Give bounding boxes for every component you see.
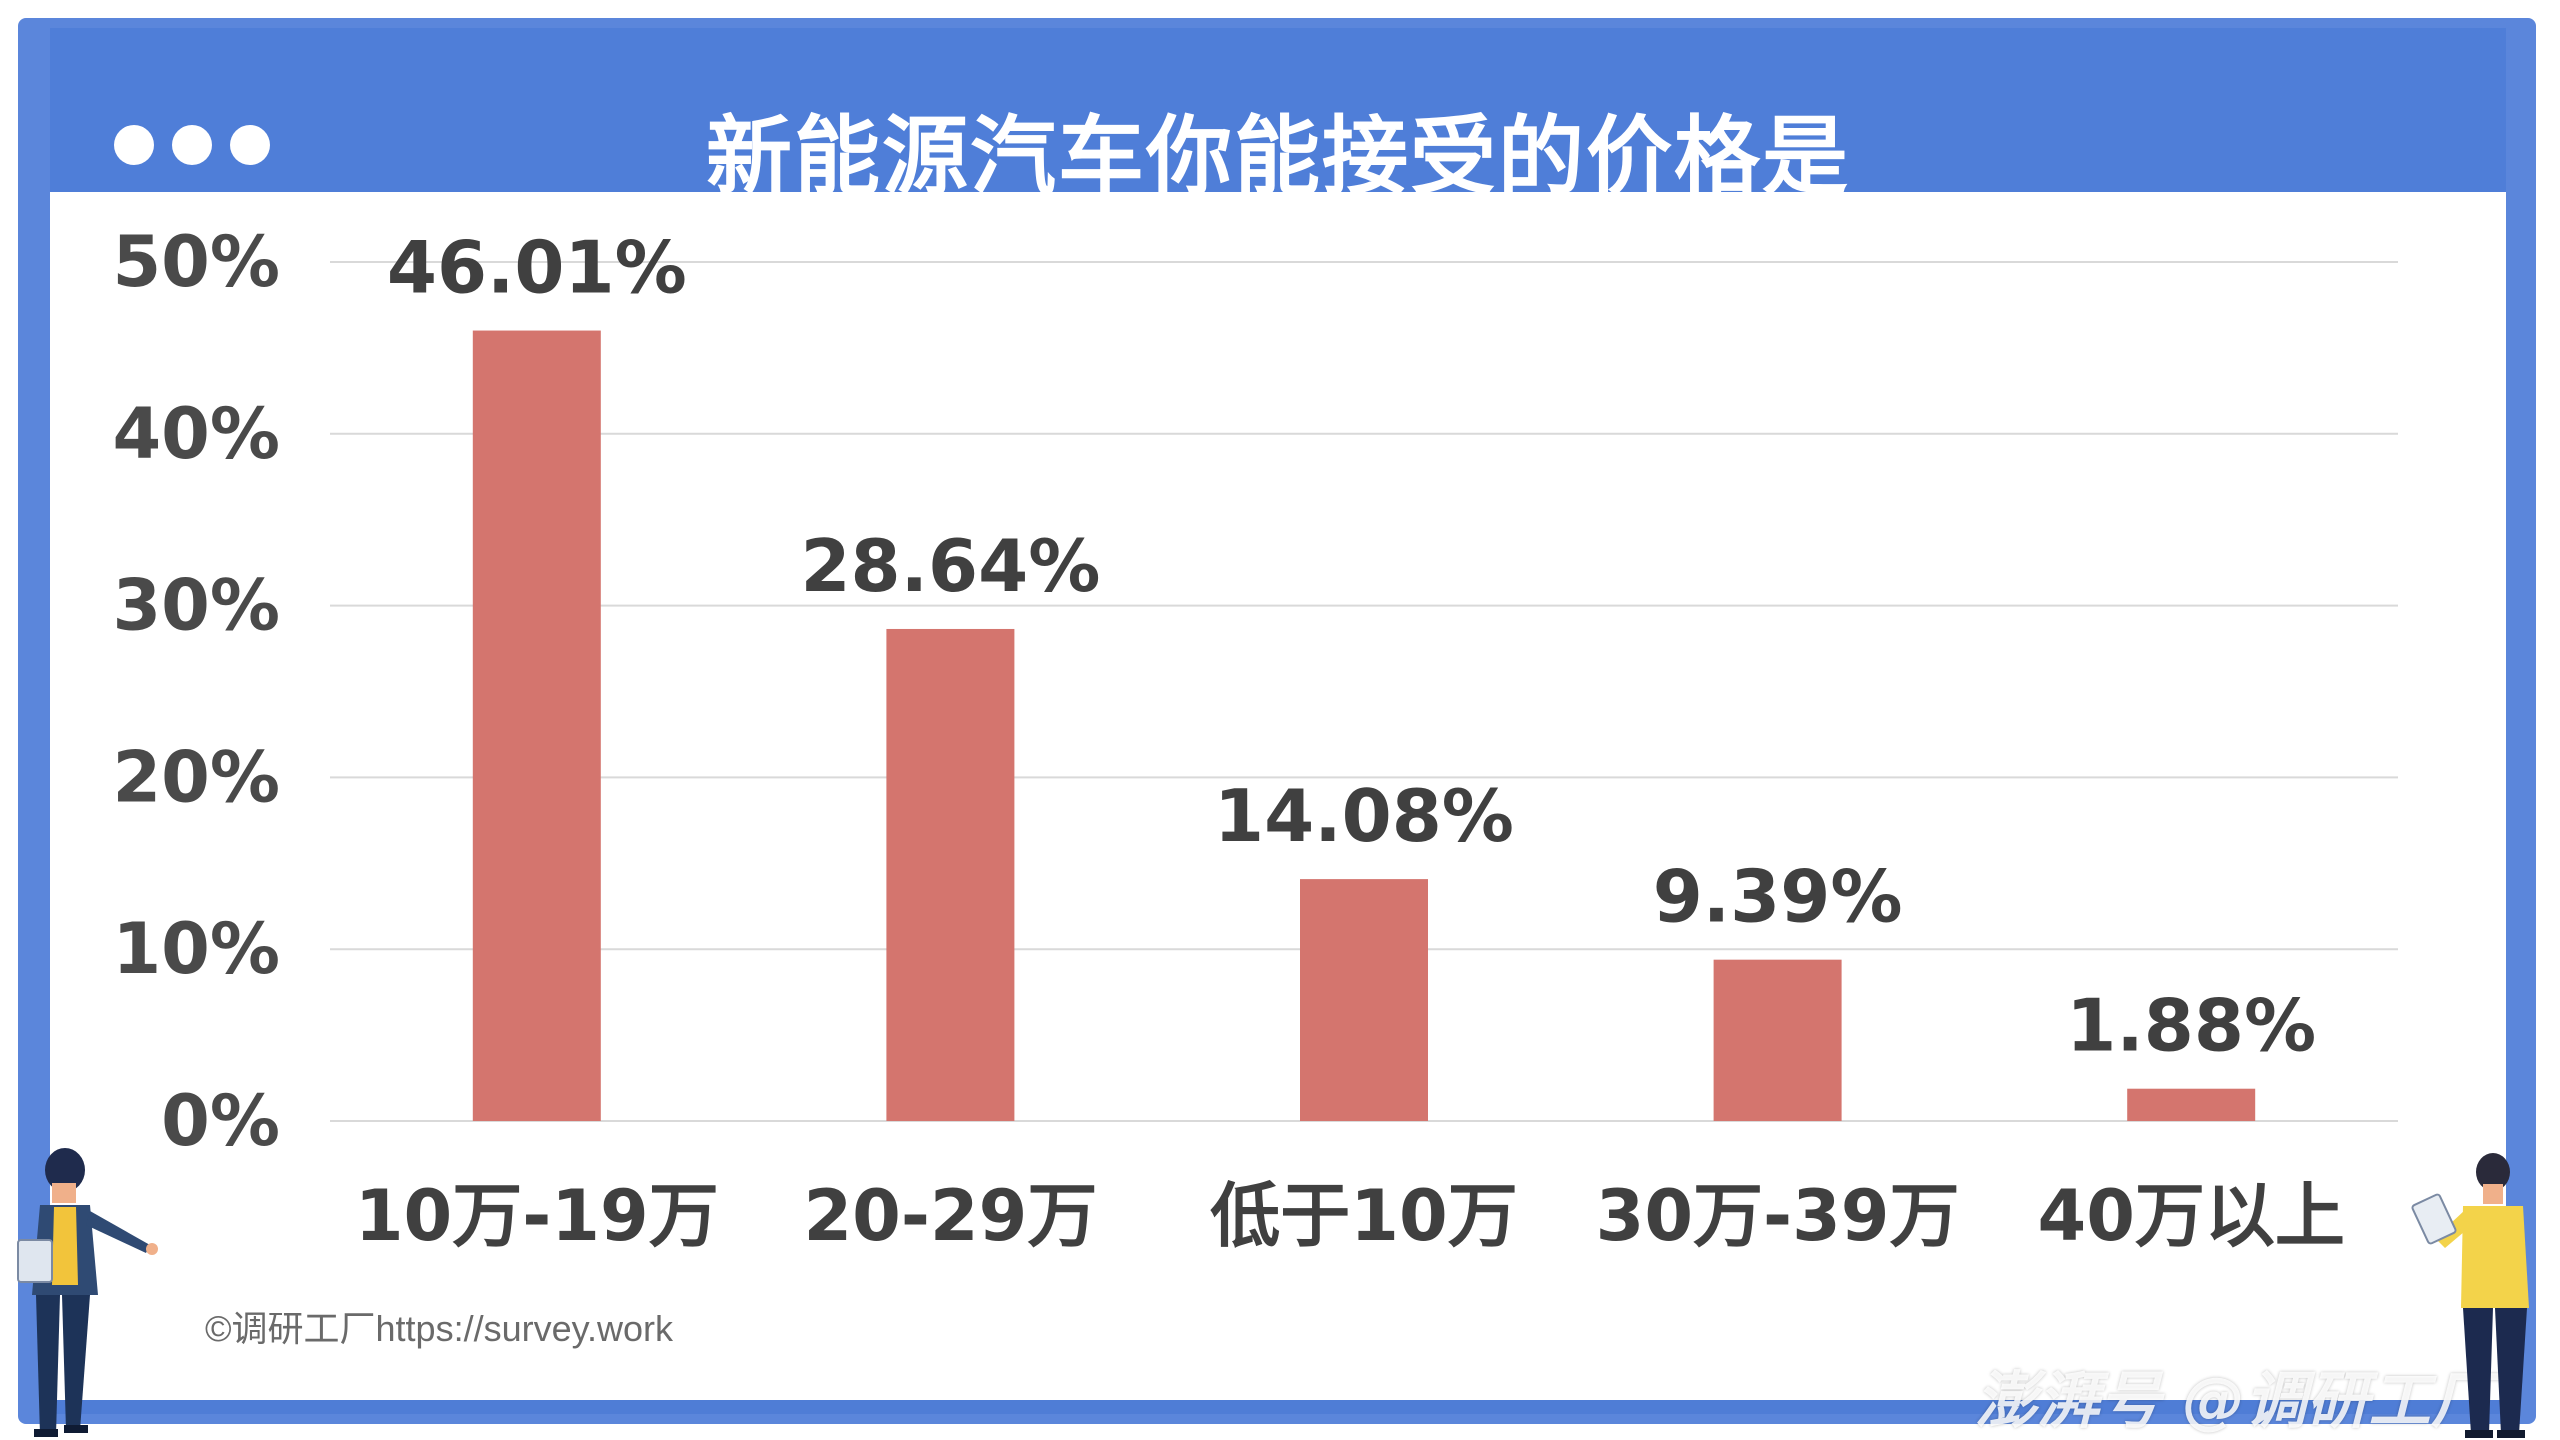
data-label: 14.08% (1214, 774, 1514, 858)
window-dot-3 (230, 125, 270, 165)
data-label: 1.88% (2066, 984, 2316, 1068)
y-tick-label: 20% (112, 736, 280, 818)
x-tick-label: 10万-19万 (355, 1175, 719, 1257)
woman-with-tablet-illustration (17, 1148, 158, 1437)
bar (1713, 959, 1842, 1121)
chart-panel (50, 192, 2506, 1400)
credit-text: ©调研工厂https://survey.work (205, 1308, 673, 1349)
bar (1300, 879, 1428, 1121)
y-tick-label: 0% (161, 1080, 280, 1162)
window-dot-1 (114, 125, 154, 165)
data-label: 46.01% (387, 226, 687, 310)
x-tick-label: 20-29万 (803, 1175, 1097, 1257)
y-tick-label: 30% (112, 565, 280, 647)
x-tick-label: 低于10万 (1210, 1175, 1517, 1257)
y-tick-label: 10% (112, 908, 280, 990)
title-bar: 新能源汽车你能接受的价格是 (50, 28, 2506, 207)
data-label: 28.64% (800, 524, 1100, 608)
data-label: 9.39% (1653, 855, 1903, 939)
bar (886, 628, 1015, 1121)
bar (472, 330, 601, 1121)
man-with-clipboard-illustration (2411, 1153, 2529, 1438)
x-tick-label: 40万以上 (2037, 1175, 2344, 1257)
bar (2127, 1088, 2256, 1121)
watermark-text: 澎湃号 @调研工厂 (1975, 1364, 2493, 1437)
window-dot-2 (172, 125, 212, 165)
chart-title: 新能源汽车你能接受的价格是 (706, 107, 1850, 207)
x-tick-label: 30万-39万 (1596, 1175, 1960, 1257)
y-tick-label: 40% (112, 393, 280, 475)
y-tick-label: 50% (112, 221, 280, 303)
